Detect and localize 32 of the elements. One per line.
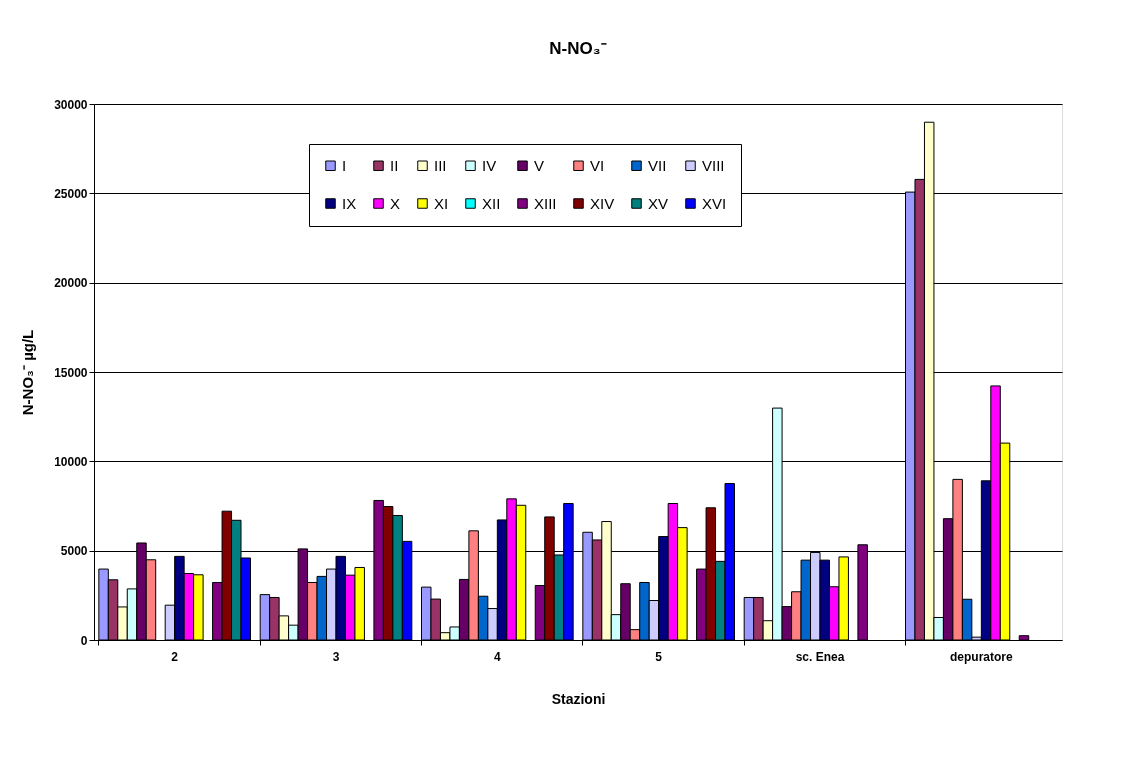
y-tick-label: 30000 xyxy=(54,97,88,112)
legend-label: VI xyxy=(590,156,605,174)
x-tick-label: sc. Enea xyxy=(795,649,845,664)
legend-label: XI xyxy=(434,194,449,212)
x-tick-label: 3 xyxy=(332,649,340,664)
y-tick-label: 10000 xyxy=(54,454,88,469)
legend-label: XV xyxy=(648,194,669,212)
legend-label: IX xyxy=(342,194,357,212)
legend-label: VII xyxy=(648,156,667,174)
x-axis-title: Stazioni xyxy=(551,690,606,707)
legend-label: V xyxy=(534,156,545,174)
legend-label: XVI xyxy=(702,194,727,212)
legend-label: XII xyxy=(482,194,501,212)
y-axis-title: N-NO₃⁻ µg/L xyxy=(19,329,37,416)
legend-label: IV xyxy=(482,156,497,174)
legend-label: II xyxy=(390,156,399,174)
y-tick-label: 15000 xyxy=(54,365,88,380)
y-tick-label: 25000 xyxy=(54,186,88,201)
legend-label: XIV xyxy=(590,194,615,212)
legend-label: VIII xyxy=(702,156,725,174)
legend-label: XIII xyxy=(534,194,557,212)
legend-label: X xyxy=(390,194,401,212)
x-tick-label: 4 xyxy=(493,649,501,664)
y-tick-label: 20000 xyxy=(54,276,88,291)
x-tick-label: depuratore xyxy=(949,649,1013,664)
x-tick-label: 5 xyxy=(655,649,663,664)
legend-label: III xyxy=(434,156,447,174)
y-tick-label: 5000 xyxy=(60,544,88,559)
legend-label: I xyxy=(342,156,347,174)
x-tick-label: 2 xyxy=(171,649,179,664)
y-tick-label: 0 xyxy=(80,633,88,648)
chart-title: N-NO₃⁻ xyxy=(549,39,607,58)
